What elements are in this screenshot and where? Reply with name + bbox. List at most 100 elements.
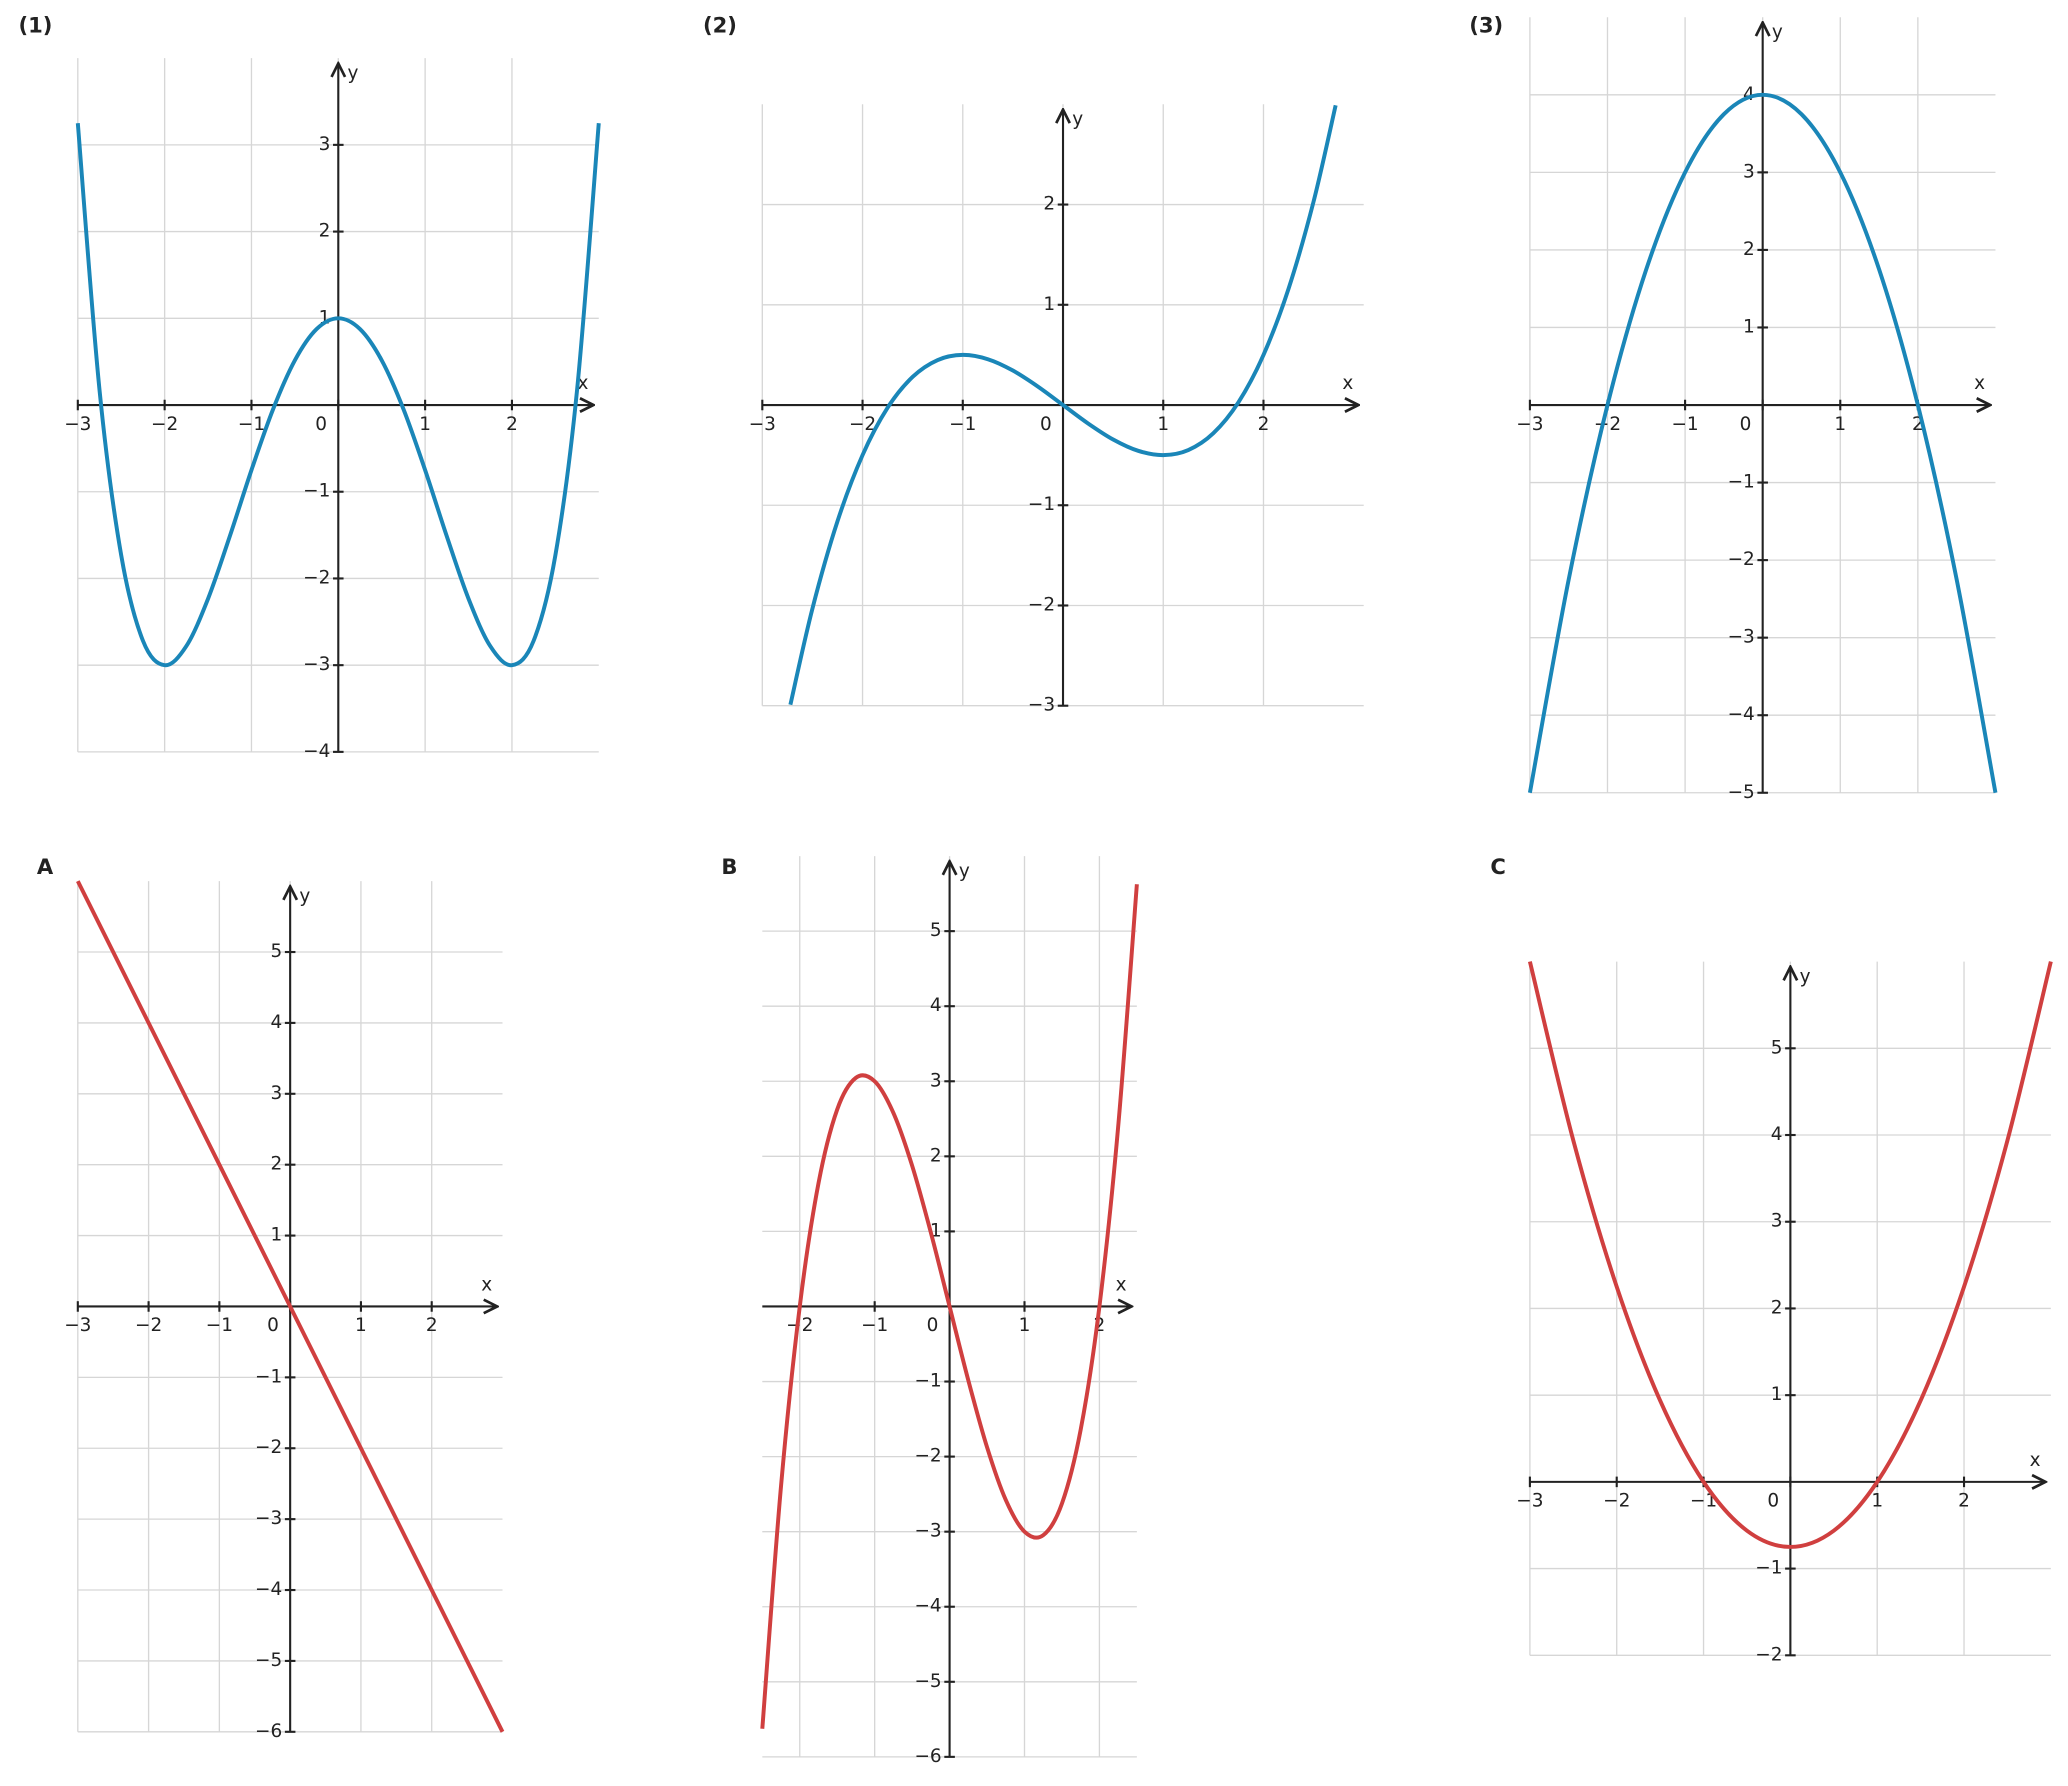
y-tick-label: −2 xyxy=(255,1437,282,1458)
panel-title: (3) xyxy=(1469,12,1503,37)
y-tick-label: 2 xyxy=(270,1154,282,1175)
x-tick-label: 1 xyxy=(1157,414,1169,435)
y-tick-label: −5 xyxy=(914,1671,941,1692)
panel-title: A xyxy=(37,854,54,879)
x-axis-label: x xyxy=(1974,373,1985,394)
y-tick-label: −5 xyxy=(255,1650,282,1671)
y-axis-label: y xyxy=(1072,109,1083,130)
y-tick-label: −4 xyxy=(255,1579,282,1600)
x-tick-label: 1 xyxy=(1834,414,1846,435)
y-axis-label: y xyxy=(959,861,970,882)
panel-title: (1) xyxy=(18,12,52,37)
y-tick-label: −4 xyxy=(303,741,330,762)
x-tick-label: 2 xyxy=(1912,414,1924,435)
y-tick-label: −4 xyxy=(1728,704,1755,725)
panel: (3) x y −3 −2 −1 0 1 2 −5 −4 −3 −2 −1 1 2 3 4 xyxy=(1469,12,1998,803)
y-tick-label: 4 xyxy=(270,1012,282,1033)
x-tick-label: −2 xyxy=(849,414,876,435)
y-tick-label: −2 xyxy=(914,1446,941,1467)
x-tick-label: 2 xyxy=(1958,1491,1970,1512)
x-tick-label: −1 xyxy=(238,414,265,435)
y-tick-label: 1 xyxy=(1771,1384,1783,1405)
x-tick-label: −3 xyxy=(1516,414,1543,435)
x-tick-label: −1 xyxy=(861,1315,888,1336)
y-tick-label: 3 xyxy=(270,1083,282,1104)
x-axis-label: x xyxy=(481,1274,492,1295)
panel: (2) x y −3 −2 −1 0 1 2 −3 −2 −1 1 2 xyxy=(703,12,1364,716)
x-tick-label: −3 xyxy=(749,414,776,435)
y-tick-label: 2 xyxy=(1771,1297,1783,1318)
x-tick-label: 1 xyxy=(419,414,431,435)
x-tick-label: 0 xyxy=(1740,414,1752,435)
x-axis-label: x xyxy=(1342,373,1353,394)
x-tick-label: 1 xyxy=(1019,1315,1031,1336)
y-tick-label: 1 xyxy=(1743,316,1755,337)
y-tick-label: −1 xyxy=(1755,1558,1782,1579)
y-axis-label: y xyxy=(1800,966,1811,987)
y-tick-label: 5 xyxy=(1771,1037,1783,1058)
curve xyxy=(1527,92,1998,794)
y-tick-label: −1 xyxy=(914,1371,941,1392)
x-tick-label: 2 xyxy=(506,414,518,435)
x-tick-label: 0 xyxy=(927,1315,939,1336)
x-tick-label: −1 xyxy=(1671,414,1698,435)
x-axis-label: x xyxy=(577,373,588,394)
y-tick-label: 1 xyxy=(270,1225,282,1246)
panel-title: C xyxy=(1490,854,1505,879)
y-tick-label: 5 xyxy=(270,941,282,962)
x-tick-label: −2 xyxy=(151,414,178,435)
y-axis-label: y xyxy=(348,63,359,84)
panel: Ax y −3 −2 −1 0 1 2 −6 −5 −4 −3 −2 −1 1 2 3 4 5 xyxy=(37,854,505,1742)
y-tick-label: −1 xyxy=(1728,472,1755,493)
y-tick-label: 3 xyxy=(1771,1211,1783,1232)
x-tick-label: −3 xyxy=(1516,1491,1543,1512)
y-tick-label: −1 xyxy=(303,481,330,502)
x-tick-label: 2 xyxy=(1094,1315,1106,1336)
x-tick-label: −2 xyxy=(1594,414,1621,435)
y-tick-label: 4 xyxy=(1743,84,1755,105)
y-axis-label: y xyxy=(299,886,310,907)
y-tick-label: −2 xyxy=(1028,594,1055,615)
x-tick-label: −1 xyxy=(949,414,976,435)
y-tick-label: 3 xyxy=(319,134,331,155)
y-tick-label: −6 xyxy=(255,1721,282,1742)
x-axis-label: x xyxy=(2030,1450,2041,1471)
y-tick-label: −1 xyxy=(1028,494,1055,515)
x-tick-label: −2 xyxy=(135,1315,162,1336)
panel-title: B xyxy=(721,854,737,879)
x-tick-label: 0 xyxy=(1040,414,1052,435)
x-tick-label: 1 xyxy=(1871,1491,1883,1512)
y-tick-label: −3 xyxy=(1728,627,1755,648)
x-tick-label: −3 xyxy=(64,1315,91,1336)
panel: (1) x y −3 −2 −1 0 1 2 −4 −3 −2 −1 1 2 3 xyxy=(18,12,601,762)
x-tick-label: 2 xyxy=(426,1315,438,1336)
y-tick-label: 4 xyxy=(930,995,942,1016)
y-tick-label: −3 xyxy=(255,1508,282,1529)
y-tick-label: −1 xyxy=(255,1366,282,1387)
x-tick-label: −1 xyxy=(206,1315,233,1336)
y-tick-label: −3 xyxy=(303,654,330,675)
y-tick-label: 1 xyxy=(930,1220,942,1241)
x-tick-label: −3 xyxy=(64,414,91,435)
y-tick-label: −2 xyxy=(1728,549,1755,570)
x-tick-label: 0 xyxy=(315,414,327,435)
x-tick-label: 0 xyxy=(1767,1491,1779,1512)
curve xyxy=(760,884,1139,1729)
y-tick-label: 4 xyxy=(1771,1124,1783,1145)
x-tick-label: 2 xyxy=(1258,414,1270,435)
x-axis-label: x xyxy=(1116,1274,1127,1295)
y-tick-label: −2 xyxy=(303,567,330,588)
curve xyxy=(788,104,1338,706)
y-axis-label: y xyxy=(1772,22,1783,43)
x-tick-label: −1 xyxy=(1690,1491,1717,1512)
curve xyxy=(1527,961,2053,1549)
y-tick-label: 3 xyxy=(1743,161,1755,182)
y-tick-label: 2 xyxy=(319,221,331,242)
y-tick-label: 2 xyxy=(1743,239,1755,260)
y-tick-label: 1 xyxy=(1043,294,1055,315)
x-tick-label: 0 xyxy=(267,1315,279,1336)
y-tick-label: −4 xyxy=(914,1596,941,1617)
x-tick-label: 1 xyxy=(355,1315,367,1336)
y-tick-label: −2 xyxy=(1755,1644,1782,1665)
